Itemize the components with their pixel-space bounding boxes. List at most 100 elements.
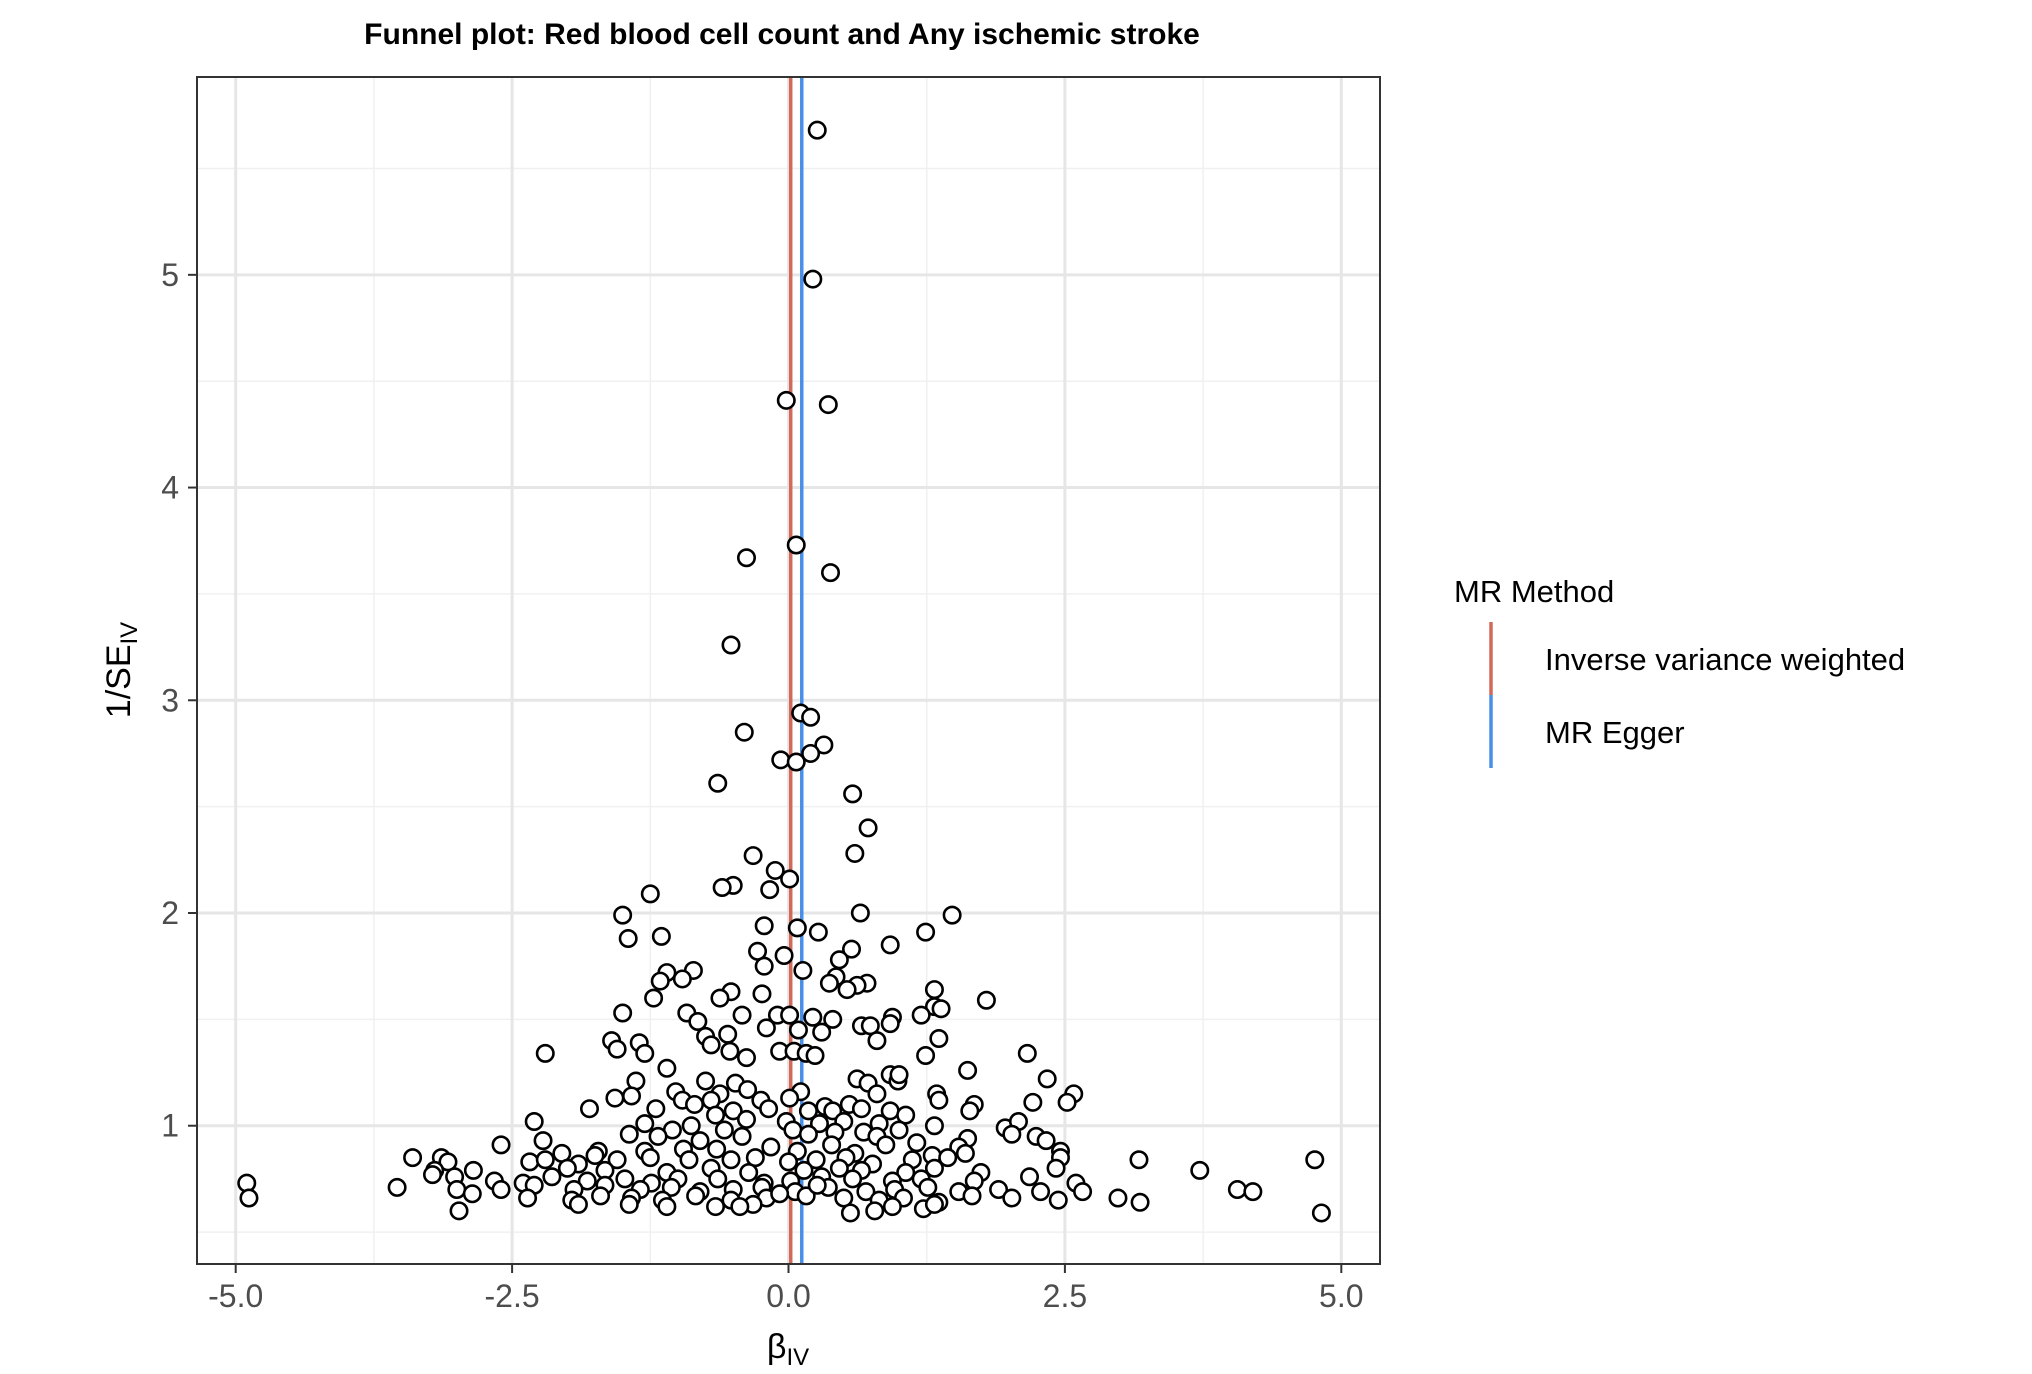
- data-point: [793, 960, 813, 980]
- data-point: [809, 1114, 829, 1134]
- data-point: [760, 880, 780, 900]
- data-point: [714, 1120, 734, 1140]
- data-point: [788, 1020, 808, 1040]
- data-point: [615, 1169, 635, 1189]
- data-point: [960, 1101, 980, 1121]
- data-point: [657, 1058, 677, 1078]
- data-point: [622, 1086, 642, 1106]
- data-point: [1046, 1158, 1066, 1178]
- data-point: [850, 903, 870, 923]
- data-point: [918, 1177, 938, 1197]
- data-point: [688, 1011, 708, 1031]
- data-point: [955, 1143, 975, 1163]
- data-point: [1023, 1092, 1043, 1112]
- data-point: [821, 563, 841, 583]
- data-point: [449, 1201, 469, 1221]
- data-point: [858, 818, 878, 838]
- data-point: [387, 1177, 407, 1197]
- data-point: [1130, 1192, 1150, 1212]
- data-point: [754, 956, 774, 976]
- data-point: [723, 1101, 743, 1121]
- data-point: [916, 922, 936, 942]
- data-point: [535, 1043, 555, 1063]
- legend-label-egger: MR Egger: [1545, 715, 1685, 750]
- data-point: [707, 1139, 727, 1159]
- data-point: [577, 1171, 597, 1191]
- data-point: [814, 735, 834, 755]
- data-point: [738, 1080, 758, 1100]
- data-point: [533, 1131, 553, 1151]
- data-point: [648, 1126, 668, 1146]
- data-point: [780, 1088, 800, 1108]
- data-point: [867, 1031, 887, 1051]
- data-point: [651, 926, 671, 946]
- data-point: [856, 1182, 876, 1202]
- data-point: [931, 999, 951, 1019]
- data-point: [712, 877, 732, 897]
- data-point: [837, 980, 857, 1000]
- grid-major: [197, 77, 1380, 1264]
- data-point: [491, 1135, 511, 1155]
- data-point: [718, 1024, 738, 1044]
- x-tick-label: 2.5: [1043, 1278, 1087, 1314]
- data-point: [942, 905, 962, 925]
- data-point: [520, 1152, 540, 1172]
- data-point: [798, 1101, 818, 1121]
- data-point: [661, 1177, 681, 1197]
- data-point: [619, 1124, 639, 1144]
- y-axis-ticks: 1 2 3 4 5: [161, 257, 197, 1144]
- data-point: [672, 969, 692, 989]
- data-point: [761, 1137, 781, 1157]
- data-point: [1190, 1160, 1210, 1180]
- data-point: [605, 1088, 625, 1108]
- data-point: [736, 548, 756, 568]
- data-point: [739, 1163, 759, 1183]
- y-tick-label: 5: [161, 257, 179, 293]
- data-point: [876, 1135, 896, 1155]
- data-point: [1037, 1069, 1057, 1089]
- data-point: [916, 1046, 936, 1066]
- data-point: [924, 980, 944, 1000]
- data-point: [732, 1126, 752, 1146]
- data-point: [808, 922, 828, 942]
- data-point: [524, 1111, 544, 1131]
- data-point: [685, 1094, 705, 1114]
- data-point: [911, 1005, 931, 1025]
- legend-label-ivw: Inverse variance weighted: [1545, 642, 1905, 677]
- data-point: [679, 1150, 699, 1170]
- data-point: [829, 950, 849, 970]
- data-point: [1073, 1182, 1093, 1202]
- x-axis-title: βIV: [767, 1328, 809, 1371]
- data-point: [706, 1197, 726, 1217]
- data-point: [907, 1133, 927, 1153]
- data-point: [681, 1116, 701, 1136]
- data-point: [889, 1120, 909, 1140]
- data-point: [786, 535, 806, 555]
- data-point: [619, 1194, 639, 1214]
- data-point: [568, 1194, 588, 1214]
- x-tick-label: -2.5: [485, 1278, 540, 1314]
- data-point: [822, 1135, 842, 1155]
- data-point: [765, 860, 785, 880]
- data-point: [1031, 1182, 1051, 1202]
- data-point: [518, 1188, 538, 1208]
- data-point: [770, 1184, 790, 1204]
- data-point: [1057, 1092, 1077, 1112]
- data-point: [686, 1186, 706, 1206]
- data-point: [1020, 1167, 1040, 1187]
- data-point: [736, 1109, 756, 1129]
- data-point: [823, 1101, 843, 1121]
- data-point: [845, 843, 865, 863]
- legend: MR Method Inverse variance weighted MR E…: [1454, 574, 1905, 768]
- data-point: [696, 1071, 716, 1091]
- data-point: [801, 707, 821, 727]
- data-point: [557, 1158, 577, 1178]
- data-point: [783, 1120, 803, 1140]
- data-point: [756, 1018, 776, 1038]
- data-point: [806, 1150, 826, 1170]
- x-tick-label: 0.0: [766, 1278, 810, 1314]
- data-point: [794, 1160, 814, 1180]
- data-point: [1002, 1124, 1022, 1144]
- data-point: [708, 1169, 728, 1189]
- data-point: [613, 1003, 633, 1023]
